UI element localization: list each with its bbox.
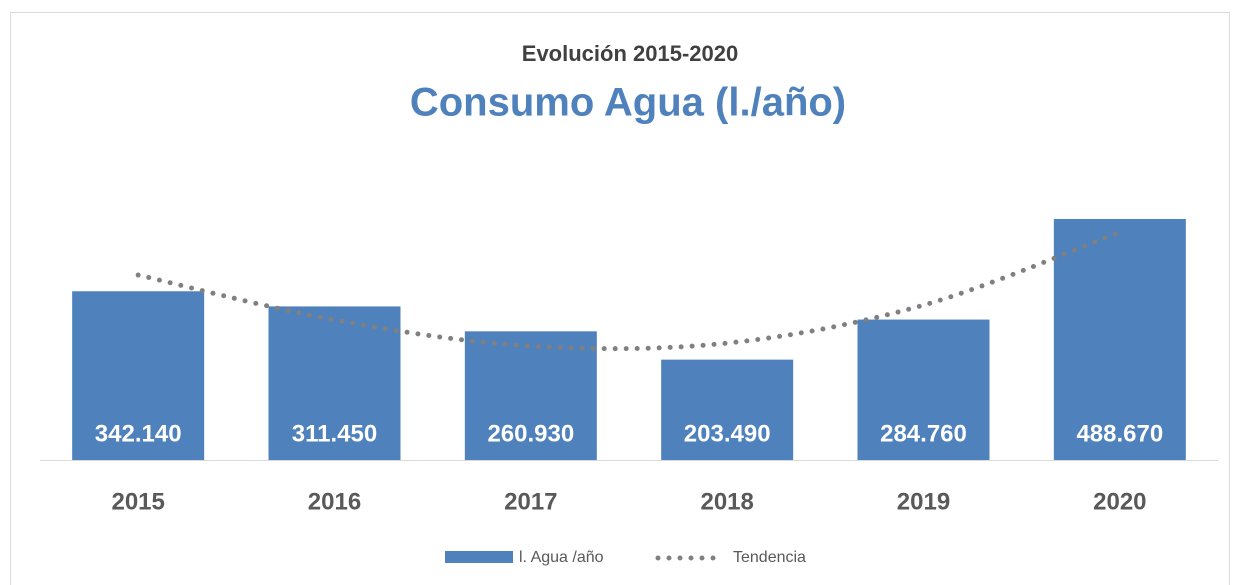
x-tick-label: 2015	[111, 488, 164, 515]
x-tick-label: 2016	[308, 488, 361, 515]
data-label: 203.490	[684, 420, 771, 447]
data-label: 260.930	[487, 420, 574, 447]
trend-line	[135, 229, 1123, 352]
data-label: 342.140	[95, 420, 182, 447]
chart-subtitle: Consumo Agua (l./año)	[410, 81, 846, 125]
bar	[72, 291, 205, 460]
legend-swatch	[445, 551, 513, 563]
legend-label: Tendencia	[733, 549, 806, 566]
legend-label: l. Agua /año	[519, 549, 604, 566]
chart-frame	[10, 12, 1230, 585]
bar	[464, 331, 597, 460]
x-tick-label: 2017	[504, 488, 557, 515]
data-label: 311.450	[292, 420, 377, 447]
data-label: 284.760	[880, 420, 967, 447]
data-label: 488.670	[1076, 420, 1163, 447]
chart-title: Evolución 2015-2020	[522, 41, 738, 66]
bar	[1053, 219, 1186, 460]
bar	[661, 359, 794, 460]
bar	[857, 319, 990, 460]
x-tick-label: 2020	[1093, 488, 1146, 515]
bar	[268, 306, 401, 460]
x-tick-label: 2019	[897, 488, 950, 515]
x-tick-label: 2018	[700, 488, 753, 515]
